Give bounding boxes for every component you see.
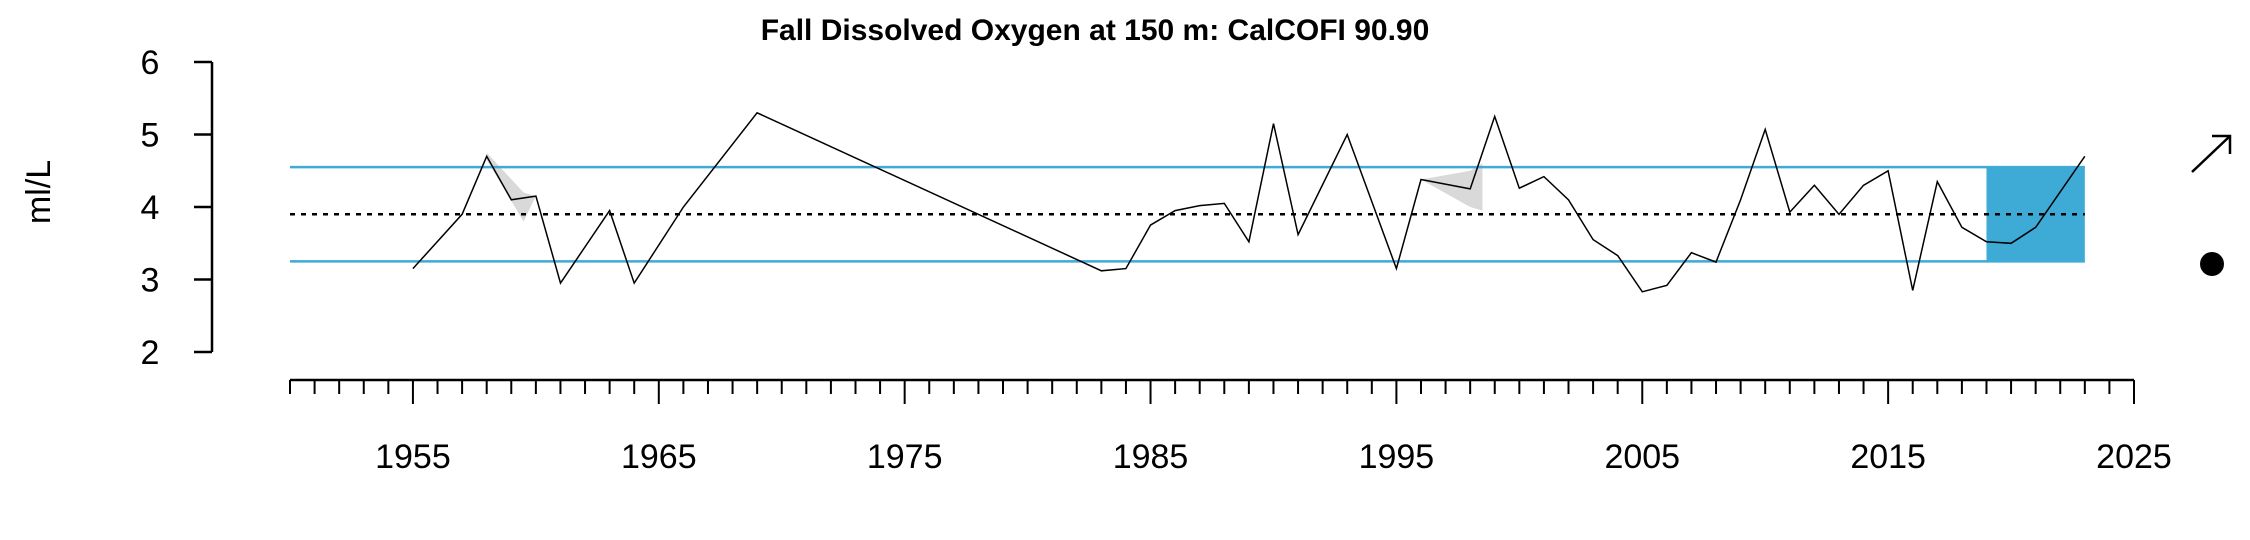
y-tick-label: 3 bbox=[141, 262, 160, 300]
x-tick-label: 2025 bbox=[2096, 438, 2172, 476]
x-tick-label: 1955 bbox=[375, 438, 451, 476]
error-band-0 bbox=[486, 152, 536, 222]
trend-arrowhead-icon bbox=[2212, 134, 2232, 154]
recent-period-highlight bbox=[1986, 167, 2085, 262]
chart-title: Fall Dissolved Oxygen at 150 m: CalCOFI … bbox=[761, 14, 1430, 47]
x-tick-label: 2015 bbox=[1850, 438, 1926, 476]
error-band-1 bbox=[1420, 163, 1483, 211]
trend-arrow-icon bbox=[2191, 135, 2231, 173]
mean-status-dot-icon bbox=[2200, 252, 2224, 276]
y-tick-label: 5 bbox=[141, 117, 160, 155]
x-tick-label: 1965 bbox=[621, 438, 697, 476]
x-tick-label: 1995 bbox=[1359, 438, 1435, 476]
x-tick-label: 1985 bbox=[1113, 438, 1189, 476]
x-tick-label: 2005 bbox=[1604, 438, 1680, 476]
y-axis-label: ml/L bbox=[20, 160, 58, 224]
x-tick-label: 1975 bbox=[867, 438, 943, 476]
y-tick-label: 2 bbox=[141, 334, 160, 372]
plot-area: 2 3 4 5 6 1955 1965 1975 1985 1995 2005 2015 2025 bbox=[141, 44, 2232, 476]
series-line bbox=[412, 111, 2086, 293]
y-tick-label: 4 bbox=[141, 189, 160, 227]
y-tick-label: 6 bbox=[141, 44, 160, 82]
